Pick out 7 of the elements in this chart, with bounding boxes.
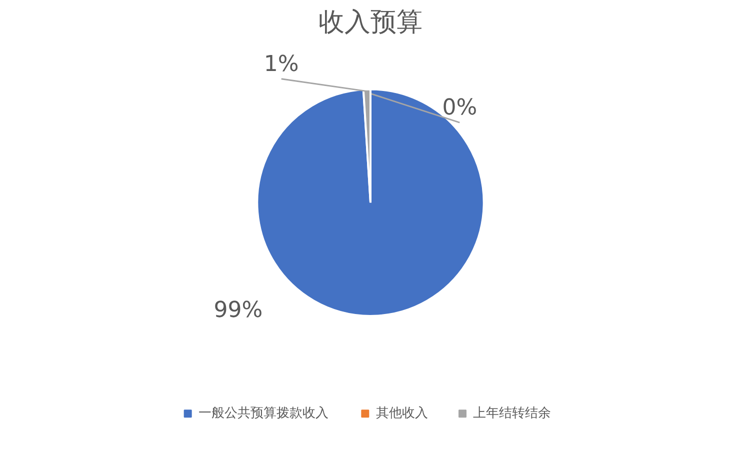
data-label: 99% <box>214 298 263 324</box>
chart-title: 收入预算 <box>318 8 422 38</box>
legend-label: 上年结转结余 <box>473 406 552 422</box>
legend-label: 一般公共预算拨款收入 <box>198 406 328 422</box>
data-label: 1% <box>264 52 299 77</box>
text: 0% <box>442 96 478 120</box>
legend-label: 其他收入 <box>376 406 428 422</box>
